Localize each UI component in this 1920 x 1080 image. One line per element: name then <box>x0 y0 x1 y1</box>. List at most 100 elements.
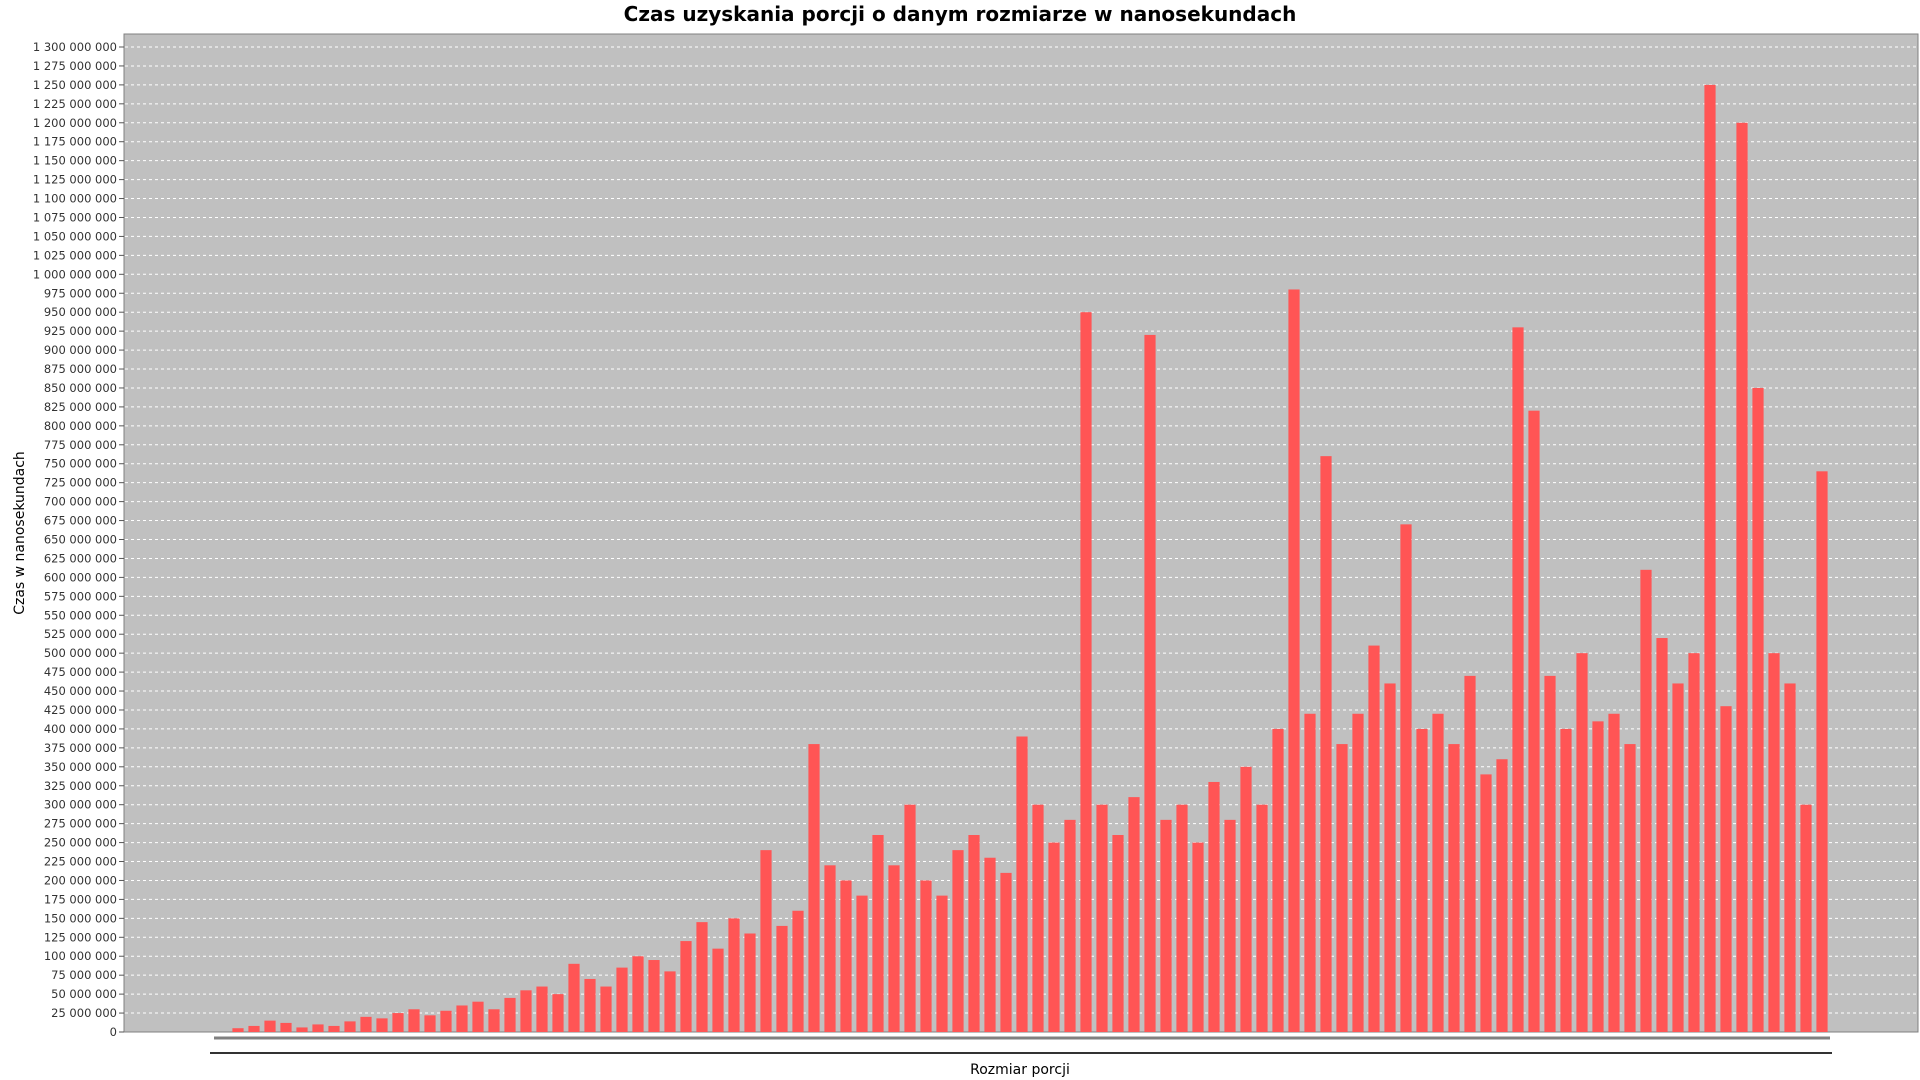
bar <box>1080 312 1092 1032</box>
y-tick-label: 700 000 000 <box>44 495 117 509</box>
bar <box>616 967 628 1032</box>
y-tick-label: 1 150 000 000 <box>33 154 117 168</box>
y-tick-label: 975 000 000 <box>44 286 117 300</box>
y-tick-label: 150 000 000 <box>44 911 117 925</box>
y-tick-label: 50 000 000 <box>51 987 117 1001</box>
bar <box>312 1024 324 1032</box>
bar <box>264 1020 276 1032</box>
y-tick-label: 125 000 000 <box>44 930 117 944</box>
bar <box>344 1021 356 1032</box>
y-tick-label: 275 000 000 <box>44 817 117 831</box>
bar <box>1784 683 1796 1032</box>
bar <box>1464 675 1476 1032</box>
y-tick-label: 1 225 000 000 <box>33 97 117 111</box>
bar <box>1688 653 1700 1032</box>
bar <box>456 1005 468 1032</box>
y-tick-label: 1 125 000 000 <box>33 173 117 187</box>
y-tick-label: 1 250 000 000 <box>33 78 117 92</box>
y-tick-label: 1 200 000 000 <box>33 116 117 130</box>
y-tick-label: 1 300 000 000 <box>33 40 117 54</box>
y-tick-label: 600 000 000 <box>44 570 117 584</box>
y-tick-label: 575 000 000 <box>44 589 117 603</box>
y-tick-label: 550 000 000 <box>44 608 117 622</box>
bar <box>648 960 660 1032</box>
bar <box>520 990 532 1032</box>
bar <box>1480 774 1492 1032</box>
bar <box>1096 804 1108 1032</box>
bar <box>1752 387 1764 1033</box>
y-tick-label: 900 000 000 <box>44 343 117 357</box>
bar <box>696 922 708 1032</box>
y-tick-label: 100 000 000 <box>44 949 117 963</box>
bar <box>1368 645 1380 1032</box>
y-tick-label: 450 000 000 <box>44 684 117 698</box>
bar <box>488 1009 500 1032</box>
bar <box>728 918 740 1032</box>
y-tick-label: 1 275 000 000 <box>33 59 117 73</box>
bar <box>1768 653 1780 1032</box>
bar <box>1032 804 1044 1032</box>
bar <box>1640 569 1652 1032</box>
bar <box>1000 872 1012 1032</box>
bar <box>472 1001 484 1032</box>
bar <box>1112 835 1124 1032</box>
bar <box>600 986 612 1032</box>
bar <box>1272 728 1284 1032</box>
bar <box>424 1015 436 1032</box>
y-tick-label: 1 100 000 000 <box>33 192 117 206</box>
bar <box>1128 797 1140 1032</box>
bar <box>1512 327 1524 1033</box>
y-tick-label: 1 175 000 000 <box>33 135 117 149</box>
bar <box>1608 713 1620 1032</box>
bar <box>1400 524 1412 1032</box>
y-tick-label: 300 000 000 <box>44 798 117 812</box>
y-tick-label: 325 000 000 <box>44 779 117 793</box>
bar <box>1432 713 1444 1032</box>
y-tick-label: 1 050 000 000 <box>33 229 117 243</box>
bar <box>808 744 820 1032</box>
bar <box>1416 728 1428 1032</box>
bar <box>792 910 804 1032</box>
bar <box>888 865 900 1032</box>
y-tick-label: 225 000 000 <box>44 855 117 869</box>
bar <box>840 880 852 1032</box>
bar <box>712 948 724 1032</box>
bar <box>1544 675 1556 1032</box>
bar <box>248 1025 260 1032</box>
bar <box>856 895 868 1032</box>
bar <box>760 850 772 1032</box>
y-tick-label: 925 000 000 <box>44 324 117 338</box>
bar <box>1352 713 1364 1032</box>
bar <box>1016 736 1028 1032</box>
bar <box>904 804 916 1032</box>
y-tick-label: 725 000 000 <box>44 476 117 490</box>
bar <box>376 1018 388 1032</box>
bar <box>1528 410 1540 1032</box>
bar <box>1208 781 1220 1032</box>
y-tick-label: 525 000 000 <box>44 627 117 641</box>
bar <box>776 925 788 1032</box>
bar <box>1656 638 1668 1032</box>
bar <box>1720 706 1732 1032</box>
y-tick-label: 675 000 000 <box>44 514 117 528</box>
y-tick-label: 950 000 000 <box>44 305 117 319</box>
bar <box>1144 334 1156 1032</box>
y-tick-label: 25 000 000 <box>51 1006 117 1020</box>
bar <box>680 941 692 1032</box>
bar <box>1800 804 1812 1032</box>
bar <box>1160 819 1172 1032</box>
bar <box>632 956 644 1032</box>
y-tick-label: 250 000 000 <box>44 836 117 850</box>
y-tick-label: 1 000 000 000 <box>33 267 117 281</box>
y-tick-label: 875 000 000 <box>44 362 117 376</box>
y-tick-label: 825 000 000 <box>44 400 117 414</box>
bar <box>1176 804 1188 1032</box>
bar <box>920 880 932 1032</box>
bar <box>440 1010 452 1032</box>
y-tick-label: 175 000 000 <box>44 892 117 906</box>
y-tick-label: 500 000 000 <box>44 646 117 660</box>
bar <box>552 994 564 1032</box>
bar <box>1704 84 1716 1032</box>
bar <box>1240 766 1252 1032</box>
bar <box>824 865 836 1032</box>
